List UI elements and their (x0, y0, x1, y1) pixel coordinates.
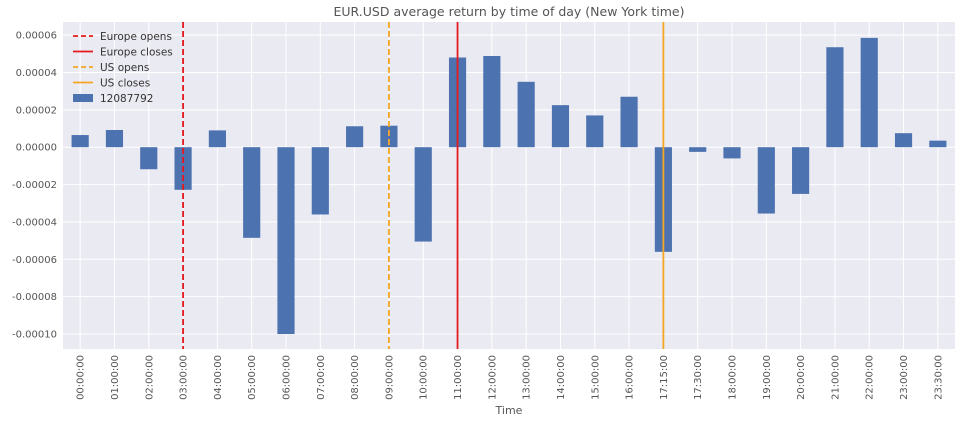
legend: Europe opens Europe closes US opens US clos… (73, 31, 173, 105)
bar (517, 81, 535, 148)
y-axis-ticks: -0.00010 -0.00008 -0.00006 -0.00004 -0.00002… (12, 31, 57, 341)
y-tick-label: 0.00000 (16, 143, 57, 154)
x-tick-label: 22:00:00 (865, 355, 876, 400)
y-tick-label: -0.00008 (12, 292, 57, 303)
x-tick-label: 19:00:00 (762, 355, 773, 400)
bar (620, 96, 638, 148)
bar (105, 130, 124, 148)
x-tick-label: 01:00:00 (110, 355, 121, 400)
y-tick-label: 0.00002 (16, 105, 57, 116)
y-tick-label: -0.00010 (12, 330, 57, 341)
legend-label: US opens (100, 62, 149, 74)
legend-label: 12087792 (100, 93, 153, 105)
bar (311, 147, 329, 215)
y-tick-label: 0.00004 (16, 68, 57, 79)
legend-swatch (73, 94, 93, 102)
bar (277, 147, 295, 335)
x-tick-label: 18:00:00 (728, 355, 739, 400)
bar (380, 125, 398, 148)
bar (689, 147, 707, 152)
bar (860, 37, 878, 148)
plot-background (63, 22, 955, 349)
vertical-marker-lines (182, 22, 665, 349)
x-tick-label: 03:00:00 (179, 355, 190, 400)
x-tick-label: 02:00:00 (144, 355, 155, 400)
x-tick-label: 23:00:00 (899, 355, 910, 400)
bar (723, 147, 741, 159)
y-tick-label: -0.00004 (12, 217, 57, 228)
x-tick-label: 07:00:00 (316, 355, 327, 400)
bar (757, 147, 775, 214)
x-tick-label: 11:00:00 (453, 355, 464, 400)
legend-label: US closes (100, 77, 150, 89)
x-tick-label: 14:00:00 (556, 355, 567, 400)
bar (792, 147, 810, 194)
bar (243, 147, 261, 238)
y-tick-label: -0.00002 (12, 180, 57, 191)
bar (71, 135, 89, 148)
bar (208, 130, 226, 148)
bar (929, 140, 947, 148)
bar (414, 147, 432, 242)
legend-label: Europe closes (100, 46, 173, 58)
y-tick-label: -0.00006 (12, 255, 57, 266)
x-tick-label: 15:00:00 (590, 355, 601, 400)
x-tick-label: 13:00:00 (522, 355, 533, 400)
x-tick-label: 12:00:00 (487, 355, 498, 400)
x-tick-label: 06:00:00 (282, 355, 293, 400)
x-tick-label: 16:00:00 (625, 355, 636, 400)
x-axis-ticks: 00:00:00 01:00:00 02:00:00 03:00:00 04:00:00… (76, 355, 945, 400)
x-tick-label: 08:00:00 (350, 355, 361, 400)
bar (551, 105, 570, 148)
x-tick-label: 17:30:00 (693, 355, 704, 400)
x-tick-label: 21:00:00 (830, 355, 841, 400)
x-tick-label: 05:00:00 (247, 355, 258, 400)
bar-series (71, 37, 947, 335)
x-tick-label: 04:00:00 (213, 355, 224, 400)
bar (826, 47, 844, 148)
bar (483, 56, 501, 148)
x-tick-label: 09:00:00 (384, 355, 395, 400)
chart-title: EUR.USD average return by time of day (N… (334, 4, 685, 19)
y-tick-label: 0.00006 (16, 31, 57, 42)
x-tick-label: 17:15:00 (659, 355, 670, 400)
x-tick-label: 00:00:00 (76, 355, 87, 400)
bar (346, 126, 364, 148)
x-tick-label: 23:30:00 (933, 355, 944, 400)
x-axis-label: Time (495, 404, 523, 417)
legend-label: Europe opens (100, 31, 172, 43)
x-tick-label: 20:00:00 (796, 355, 807, 400)
bar (894, 133, 913, 148)
bar (140, 147, 158, 170)
x-tick-label: 10:00:00 (419, 355, 430, 400)
bar (586, 115, 604, 148)
